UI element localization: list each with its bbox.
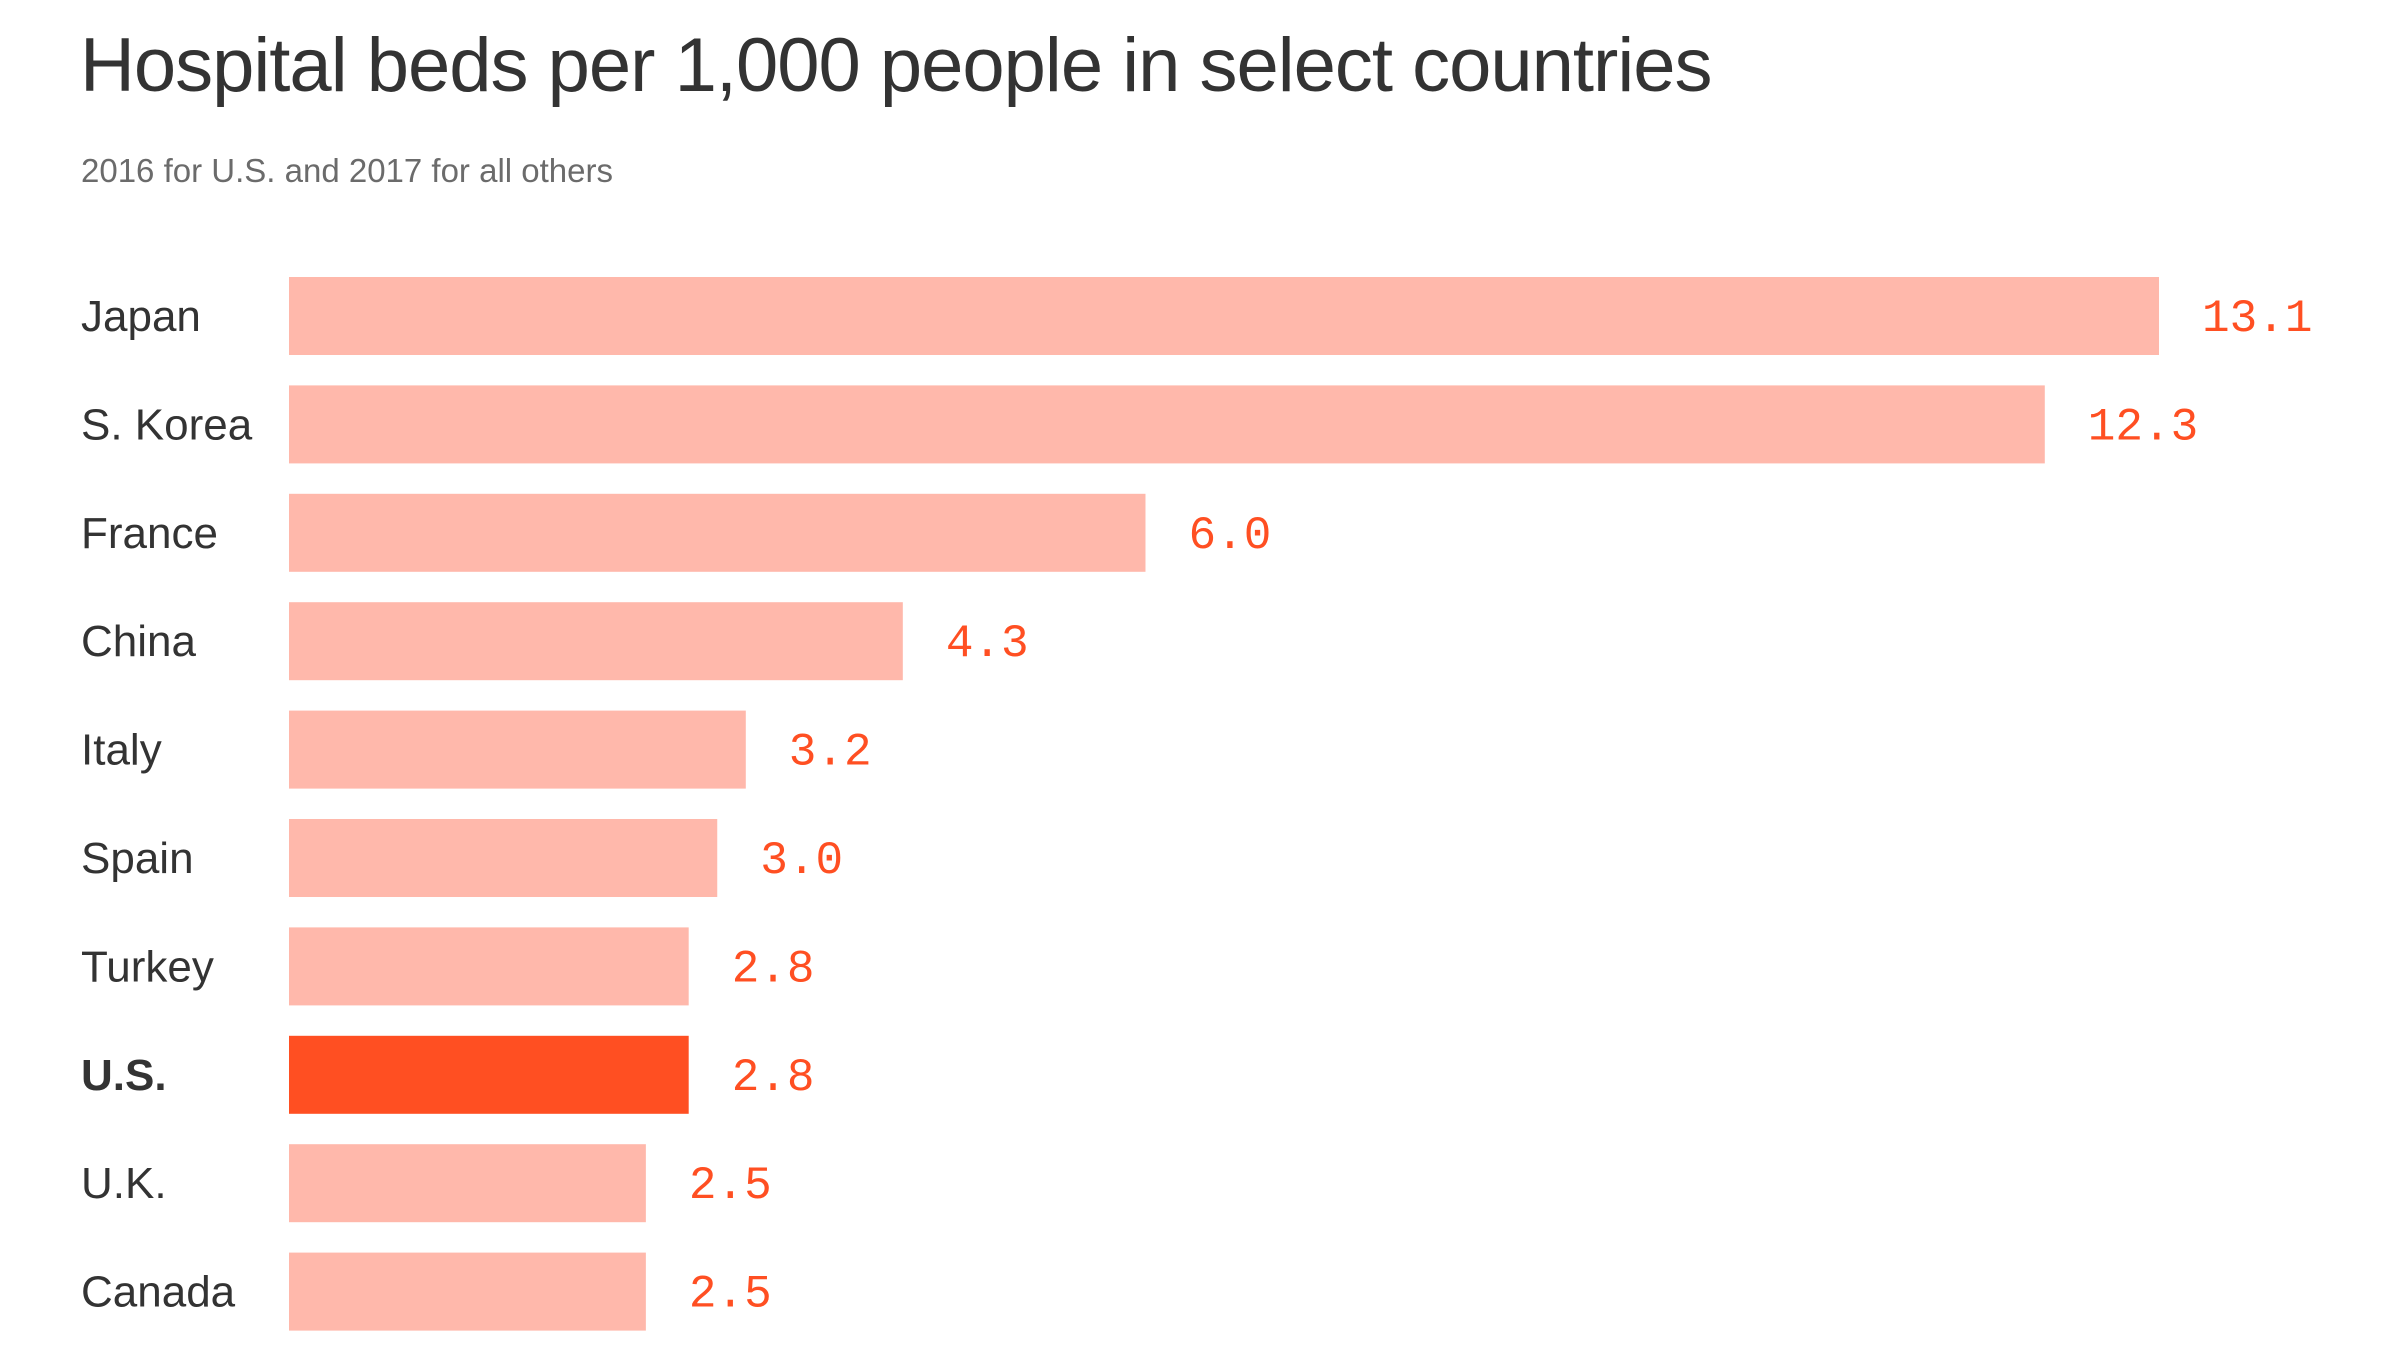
category-label: France bbox=[81, 509, 218, 558]
bar-japan bbox=[289, 277, 2159, 355]
value-label: 2.5 bbox=[689, 1269, 772, 1321]
value-label: 2.8 bbox=[732, 1052, 815, 1104]
category-label: Italy bbox=[81, 726, 162, 775]
category-label: Turkey bbox=[81, 942, 214, 991]
bar-italy bbox=[289, 710, 746, 789]
value-label: 13.1 bbox=[2202, 293, 2312, 345]
bar-canada bbox=[289, 1252, 646, 1331]
bar-u-s- bbox=[289, 1035, 689, 1114]
value-label: 2.8 bbox=[732, 943, 815, 995]
category-label: China bbox=[81, 617, 196, 666]
bar-s-korea bbox=[289, 385, 2045, 464]
category-label: Spain bbox=[81, 834, 194, 883]
value-label: 6.0 bbox=[1188, 510, 1271, 562]
bar-spain bbox=[289, 819, 718, 897]
value-label: 12.3 bbox=[2088, 401, 2198, 453]
bar-turkey bbox=[289, 927, 689, 1006]
value-label: 3.2 bbox=[789, 727, 872, 779]
category-label: Japan bbox=[81, 292, 201, 341]
chart-title: Hospital beds per 1,000 people in select… bbox=[80, 23, 1712, 108]
value-label: 4.3 bbox=[946, 618, 1029, 670]
chart-subtitle: 2016 for U.S. and 2017 for all others bbox=[81, 152, 613, 189]
bar-france bbox=[289, 493, 1146, 572]
value-label: 3.0 bbox=[760, 835, 843, 887]
value-label: 2.5 bbox=[689, 1160, 772, 1212]
bar-u-k- bbox=[289, 1144, 646, 1223]
category-label: S. Korea bbox=[81, 400, 253, 449]
bar-china bbox=[289, 602, 903, 681]
category-label: Canada bbox=[81, 1268, 236, 1317]
category-label: U.K. bbox=[81, 1159, 167, 1208]
category-label: U.S. bbox=[81, 1051, 167, 1100]
